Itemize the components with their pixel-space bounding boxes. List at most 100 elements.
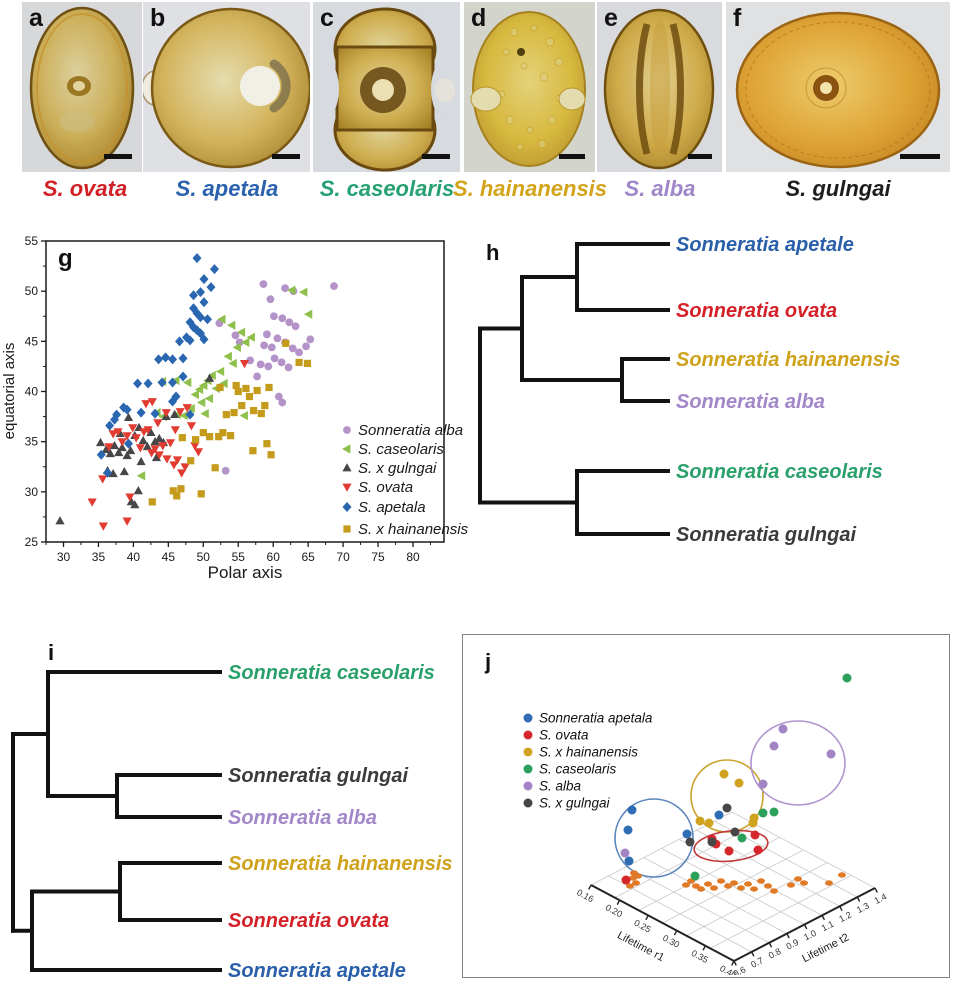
scatter-plot-pollen-size: 30 35 40 45 50 55 60 65 70 75 8025303540455055Pola… <box>1 234 469 582</box>
micrograph-panel-e: e <box>597 2 722 172</box>
svg-text:75: 75 <box>371 550 385 564</box>
species-label-ovata: S. ovata <box>42 176 128 201</box>
panel-letter-d: d <box>471 4 487 32</box>
svg-text:35: 35 <box>92 550 106 564</box>
svg-text:0.20: 0.20 <box>604 902 624 919</box>
scatter-series <box>148 339 312 506</box>
svg-text:45: 45 <box>162 550 176 564</box>
scale-bar <box>900 154 940 159</box>
floor-projection-points <box>626 870 846 894</box>
svg-text:45: 45 <box>25 334 39 348</box>
svg-text:40: 40 <box>25 385 39 399</box>
micrograph-panel-b: b <box>143 2 310 172</box>
pollen-image-d <box>464 2 595 172</box>
svg-text:60: 60 <box>267 550 281 564</box>
scatter-series <box>55 373 215 525</box>
scatter3d-group <box>685 803 740 847</box>
scatter3d-group <box>620 724 836 858</box>
scale-bar <box>104 154 132 159</box>
svg-text:25: 25 <box>25 535 39 549</box>
svg-text:65: 65 <box>301 550 315 564</box>
svg-text:1.1: 1.1 <box>820 919 836 934</box>
svg-text:0.6: 0.6 <box>732 964 748 975</box>
svg-text:Sonneratia hainanensis: Sonneratia hainanensis <box>676 349 901 371</box>
species-label-gulngai: S. gulngai <box>785 176 891 201</box>
svg-text:S. caseolaris: S. caseolaris <box>358 441 444 458</box>
micrograph-panel-f: f <box>726 2 950 172</box>
svg-text:Sonneratia gulngai: Sonneratia gulngai <box>228 765 408 787</box>
svg-text:70: 70 <box>336 550 350 564</box>
svg-text:Sonneratia alba: Sonneratia alba <box>358 422 463 439</box>
svg-text:Polar axis: Polar axis <box>208 563 283 582</box>
svg-text:1.4: 1.4 <box>873 891 889 906</box>
scatter-series <box>215 280 338 475</box>
micrograph-panel-a: a <box>22 2 142 172</box>
svg-text:0.25: 0.25 <box>632 918 652 935</box>
svg-text:55: 55 <box>232 550 246 564</box>
svg-text:0.16: 0.16 <box>575 887 595 904</box>
svg-text:i: i <box>48 640 54 665</box>
svg-text:1.3: 1.3 <box>855 900 871 915</box>
svg-text:0.30: 0.30 <box>661 933 681 950</box>
panel-letter-c: c <box>320 4 334 32</box>
pollen-image-f <box>726 2 950 172</box>
species-label-apetala: S. apetala <box>175 176 279 201</box>
species-label-alba: S. alba <box>624 176 696 201</box>
svg-text:Sonneratia ovata: Sonneratia ovata <box>228 910 389 932</box>
panel-letter-a: a <box>29 4 43 32</box>
species-label-hainanensis: S. hainanensis <box>452 176 608 201</box>
species-label-caseolaris: S. caseolaris <box>319 176 455 201</box>
panel-letter-e: e <box>604 4 618 32</box>
pollen-image-e <box>597 2 722 172</box>
dendrogram-i: Sonneratia caseolaris Sonneratia gulngai S… <box>11 640 453 982</box>
svg-text:Sonneratia apetale: Sonneratia apetale <box>676 234 854 256</box>
svg-text:Sonneratia caseolaris: Sonneratia caseolaris <box>676 461 883 483</box>
svg-text:Sonneratia ovata: Sonneratia ovata <box>676 300 837 322</box>
svg-text:Sonneratia apetale: Sonneratia apetale <box>228 960 406 982</box>
svg-text:g: g <box>58 245 73 272</box>
pollen-image-b <box>143 2 310 172</box>
svg-text:30: 30 <box>25 485 39 499</box>
panel-letter-f: f <box>733 4 742 32</box>
micrograph-panel-d: d <box>464 2 595 172</box>
svg-text:1.2: 1.2 <box>837 910 853 925</box>
svg-text:Sonneratia hainanensis: Sonneratia hainanensis <box>228 853 453 875</box>
svg-text:S. alba: S. alba <box>539 779 582 794</box>
svg-text:S. x hainanensis: S. x hainanensis <box>539 745 638 760</box>
scale-bar <box>559 154 585 159</box>
svg-text:j: j <box>484 649 491 674</box>
svg-text:Sonneratia apetala: Sonneratia apetala <box>539 711 653 726</box>
svg-text:S. caseolaris: S. caseolaris <box>539 762 617 777</box>
scale-bar <box>422 154 450 159</box>
svg-text:S. ovata: S. ovata <box>358 479 413 496</box>
tree-branches <box>478 242 670 536</box>
tree-branches <box>11 670 222 972</box>
svg-text:50: 50 <box>25 284 39 298</box>
svg-text:55: 55 <box>25 234 39 248</box>
scatter-series <box>96 253 219 478</box>
svg-text:Sonneratia alba: Sonneratia alba <box>228 807 377 829</box>
pollen-image-c <box>313 2 460 172</box>
pollen-image-a <box>22 2 142 172</box>
svg-text:Sonneratia caseolaris: Sonneratia caseolaris <box>228 662 435 684</box>
panel-letter-b: b <box>150 4 166 32</box>
svg-text:0.8: 0.8 <box>767 946 783 961</box>
svg-text:S. apetala: S. apetala <box>358 499 426 516</box>
svg-text:S. x hainanensis: S. x hainanensis <box>358 521 469 538</box>
svg-text:80: 80 <box>406 550 420 564</box>
svg-text:35: 35 <box>25 435 39 449</box>
scale-bar <box>272 154 300 159</box>
svg-text:0.35: 0.35 <box>690 948 710 965</box>
dendrogram-h: Sonneratia apetale Sonneratia ovata Sonner… <box>478 234 901 546</box>
svg-text:0.9: 0.9 <box>785 937 801 952</box>
svg-text:S. x gulngai: S. x gulngai <box>358 460 437 477</box>
svg-text:equatorial axis: equatorial axis <box>1 343 18 440</box>
svg-text:0.7: 0.7 <box>749 955 765 970</box>
scale-bar <box>688 154 712 159</box>
scatter3d-group <box>695 769 759 828</box>
svg-text:50: 50 <box>197 550 211 564</box>
scatter3d-group <box>690 673 852 881</box>
svg-text:S. ovata: S. ovata <box>539 728 589 743</box>
scatter-series <box>87 360 250 531</box>
svg-text:S. x gulngai: S. x gulngai <box>539 796 611 811</box>
